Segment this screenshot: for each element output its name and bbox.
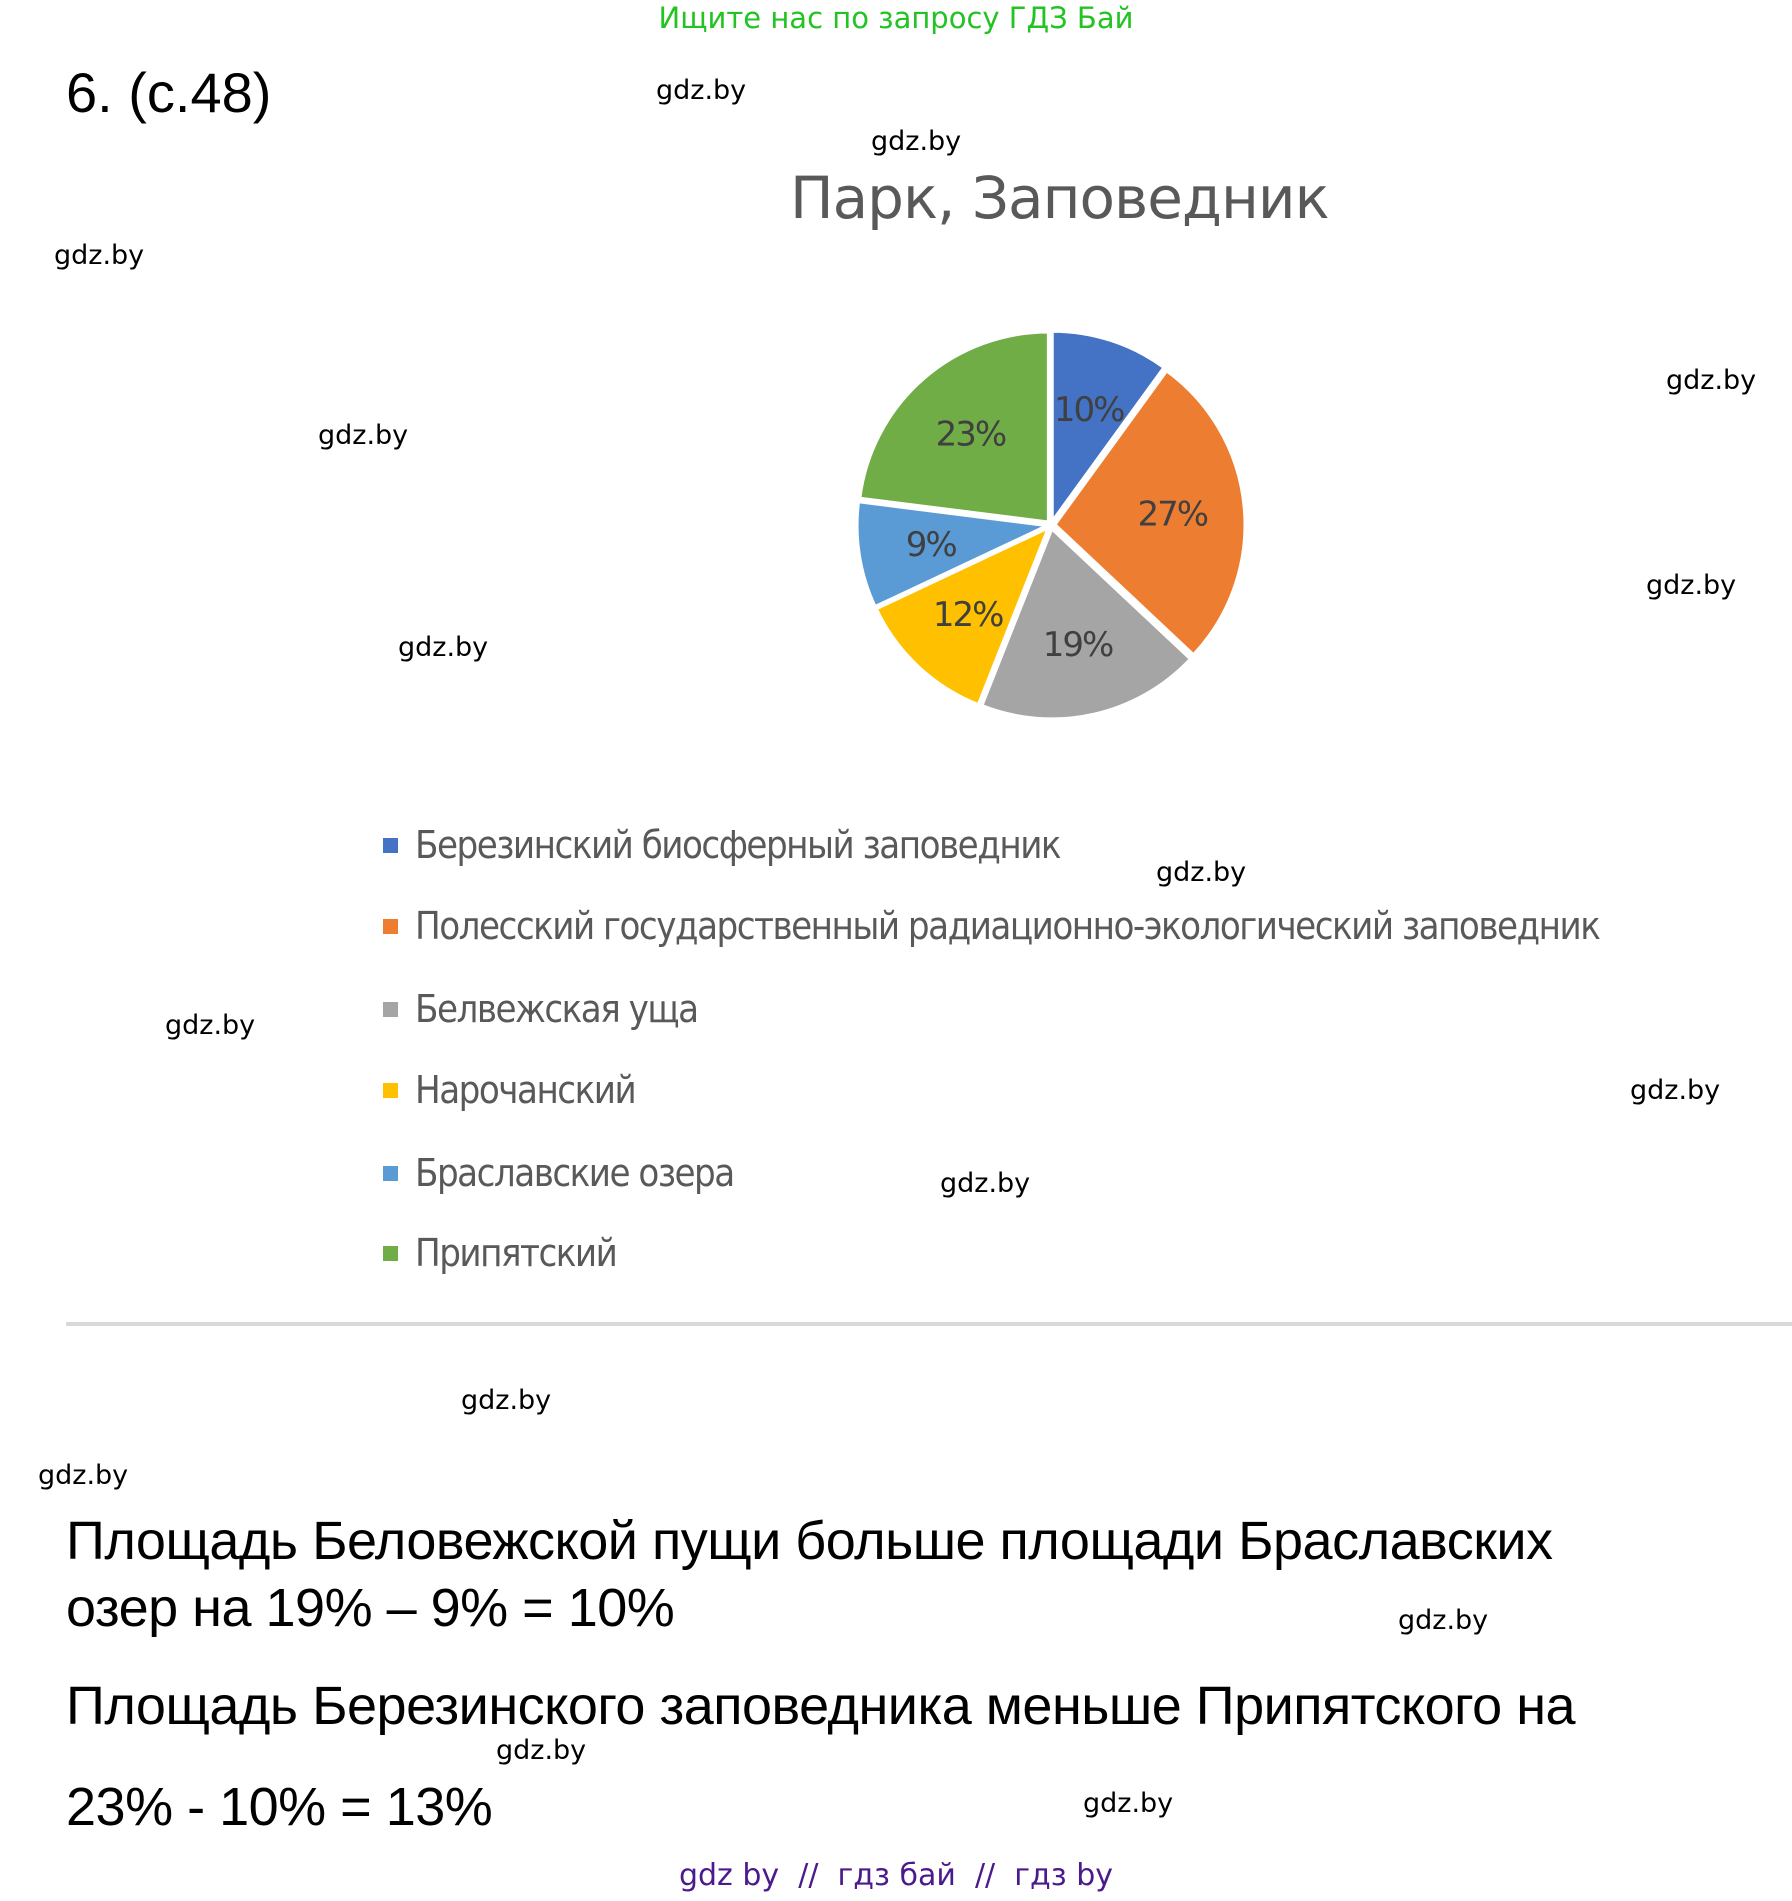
- legend-item: Припятский: [383, 1228, 618, 1278]
- watermark: gdz.by: [940, 1168, 1031, 1199]
- watermark: gdz.by: [1156, 857, 1247, 888]
- answer-line-4: 23% - 10% = 13%: [66, 1777, 493, 1837]
- footer-links[interactable]: gdz by // гдз бай // гдз by: [678, 1858, 1114, 1893]
- pie-slice: [855, 500, 1053, 609]
- watermark: gdz.by: [656, 75, 747, 106]
- watermark: gdz.by: [1646, 570, 1737, 601]
- legend-label: Полесский государственный радиационно-эк…: [415, 904, 1601, 948]
- pie-slice: [874, 524, 1052, 707]
- watermark: gdz.by: [398, 632, 489, 663]
- search-banner: Ищите нас по запросу ГДЗ Бай: [658, 1, 1134, 35]
- watermark: gdz.by: [165, 1010, 256, 1041]
- pie-slice: [1050, 329, 1167, 526]
- legend-item: Браславские озера: [383, 1148, 735, 1198]
- legend-label: Березинский биосферный заповедник: [415, 823, 1062, 867]
- divider: [66, 1322, 1792, 1326]
- watermark: gdz.by: [1666, 365, 1757, 396]
- watermark: gdz.by: [38, 1460, 129, 1491]
- watermark: gdz.by: [496, 1735, 587, 1766]
- watermark: gdz.by: [461, 1385, 552, 1416]
- answer-line-3: Площадь Березинского заповедника меньше …: [66, 1676, 1576, 1736]
- pie-data-label: 10%: [1054, 390, 1124, 430]
- legend-label: Припятский: [415, 1231, 618, 1275]
- legend-marker-icon: [383, 1082, 398, 1098]
- legend-item: Белвежская ущa: [383, 984, 699, 1034]
- legend-label: Нарочанский: [415, 1068, 637, 1112]
- legend-label: Белвежская ущa: [415, 987, 699, 1031]
- pie-data-label: 23%: [936, 415, 1006, 455]
- task-number: 6. (с.48): [66, 61, 272, 124]
- legend-item: Полесский государственный радиационно-эк…: [383, 901, 1601, 951]
- pie-data-label: 9%: [906, 525, 957, 565]
- pie-slice: [858, 330, 1050, 524]
- pie-data-label: 12%: [933, 595, 1003, 635]
- legend-marker-icon: [383, 1245, 398, 1261]
- watermark: gdz.by: [1630, 1075, 1721, 1106]
- pie-data-label: 19%: [1043, 625, 1113, 665]
- answer-line-2: озер на 19% – 9% = 10%: [66, 1578, 675, 1638]
- watermark: gdz.by: [54, 240, 145, 271]
- pie-data-label: 27%: [1137, 495, 1207, 535]
- legend-marker-icon: [383, 1165, 398, 1181]
- watermark: gdz.by: [318, 420, 409, 451]
- pie-slice: [979, 526, 1193, 721]
- legend-item: Нарочанский: [383, 1065, 637, 1115]
- chart-title: Парк, Заповедник: [790, 164, 1330, 232]
- legend-marker-icon: [383, 837, 398, 853]
- watermark: gdz.by: [1398, 1605, 1489, 1636]
- pie-chart: 10% 27% 19% 12% 9% 23%: [855, 329, 1247, 721]
- legend-item: Березинский биосферный заповедник: [383, 820, 1062, 870]
- answer-line-1: Площадь Беловежской пущи больше площади …: [66, 1511, 1553, 1571]
- watermark: gdz.by: [871, 126, 962, 157]
- legend-marker-icon: [383, 1001, 398, 1017]
- pie-slice: [1052, 368, 1247, 657]
- watermark: gdz.by: [1083, 1788, 1174, 1819]
- legend-label: Браславские озера: [415, 1151, 735, 1195]
- legend-marker-icon: [383, 918, 398, 934]
